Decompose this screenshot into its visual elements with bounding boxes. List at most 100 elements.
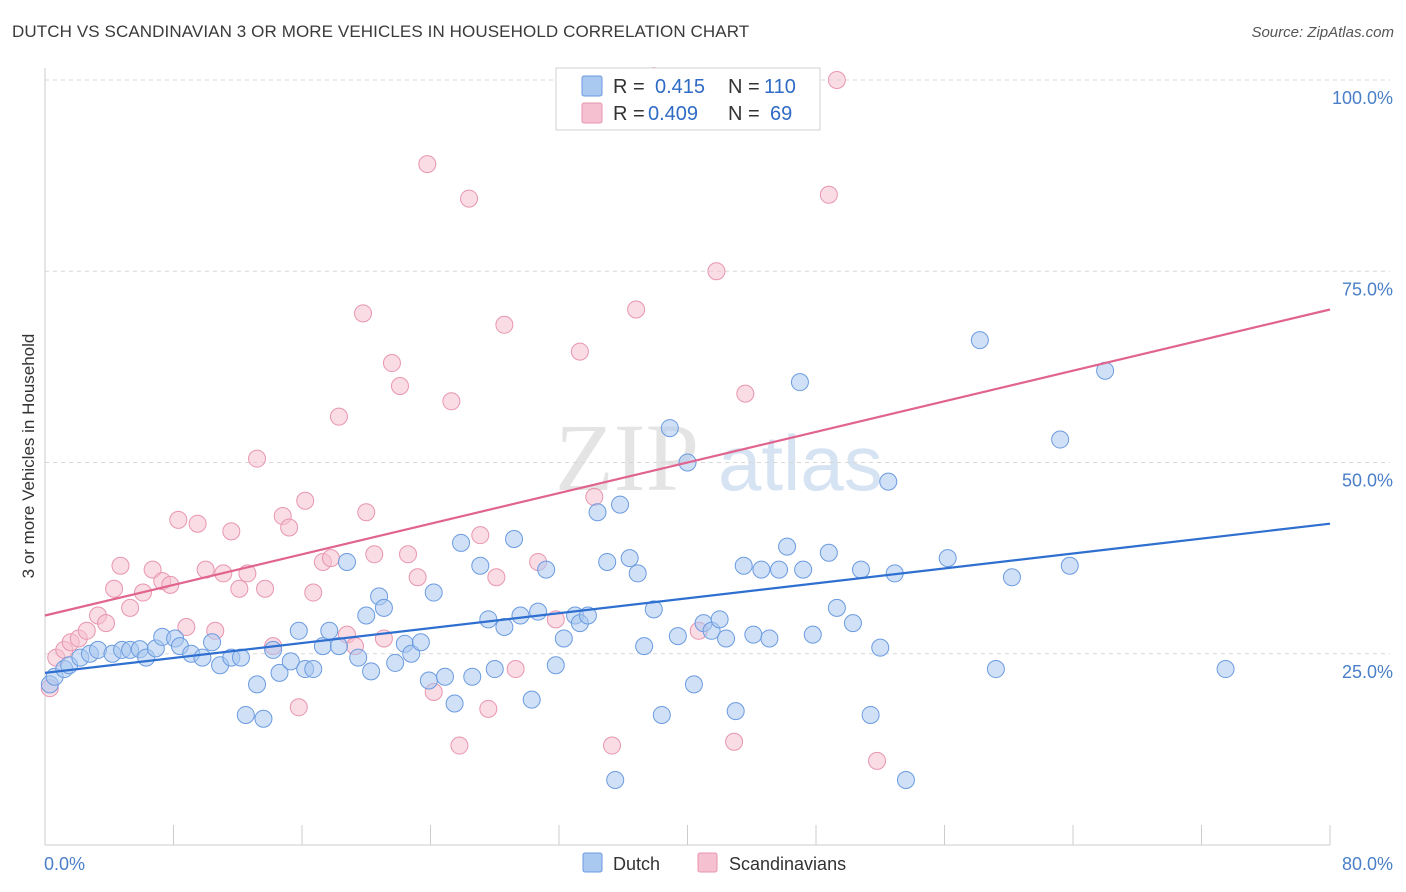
bottom-legend-swatch-dutch — [582, 852, 603, 873]
scandinavians-point — [399, 545, 418, 564]
dutch-point — [896, 770, 915, 789]
scandinavians-point — [357, 503, 376, 522]
dutch-point — [986, 660, 1005, 679]
scandinavians-point — [248, 449, 267, 468]
scandinavians-point — [177, 617, 196, 636]
dutch-point — [598, 552, 617, 571]
dutch-point — [760, 629, 779, 648]
dutch-point — [485, 660, 504, 679]
scandinavians-point — [603, 736, 622, 755]
scandinavians-point — [354, 304, 373, 323]
dutch-point — [411, 633, 430, 652]
dutch-point — [970, 331, 989, 350]
scandinavians-point — [827, 71, 846, 89]
trendlines — [44, 308, 1331, 674]
scandinavians-point — [169, 510, 188, 529]
dutch-point — [452, 533, 471, 552]
dutch-point — [803, 625, 822, 644]
bottom-legend-dutch: Dutch — [613, 854, 660, 874]
dutch-point — [419, 671, 438, 690]
dutch-point — [236, 705, 255, 724]
scandinavians-point — [321, 549, 340, 568]
legend-dutch-n-value: 110 — [764, 76, 796, 98]
y-tick-labels: 25.0% 50.0% 75.0% 100.0% — [1332, 88, 1393, 682]
x-tick-label-max: 80.0% — [1342, 854, 1393, 874]
scandinavians-point — [256, 579, 275, 598]
scandinavians-point — [77, 621, 96, 640]
scandinavians-point — [450, 736, 469, 755]
dutch-point — [270, 663, 289, 682]
dutch-point — [193, 648, 212, 667]
dutch-point — [717, 629, 736, 648]
dutch-point — [479, 610, 498, 629]
dutch-point — [628, 564, 647, 583]
scandinavians-point — [97, 614, 116, 633]
dutch-point — [435, 667, 454, 686]
dutch-points — [40, 331, 1235, 789]
dutch-point — [620, 549, 639, 568]
dutch-point — [511, 606, 530, 625]
scandinavians-point — [418, 155, 437, 174]
dutch-point — [871, 638, 890, 657]
scandinavians-point — [222, 522, 241, 541]
scandinavians-point — [819, 185, 838, 204]
legend-scand-r-label: R = — [613, 103, 645, 125]
dutch-point — [635, 637, 654, 656]
scandinavians-point — [868, 751, 887, 770]
top-legend: R = 0.415 N = 110 R = 0.409 N = 69 — [555, 67, 821, 131]
dutch-point — [1002, 568, 1021, 587]
x-tick-label-min: 0.0% — [44, 854, 85, 874]
dutch-point — [357, 606, 376, 625]
scandinavians-point — [442, 392, 461, 411]
dutch-point — [938, 549, 957, 568]
scandinavians-point — [495, 315, 514, 334]
y-tick-label-100: 100.0% — [1332, 88, 1393, 108]
dutch-point — [611, 495, 630, 514]
scandinavians-point — [304, 583, 323, 602]
bottom-legend-swatch-scandinavians — [697, 852, 718, 873]
dutch-point — [794, 560, 813, 579]
dutch-point — [1051, 430, 1070, 449]
scandinavians-point — [627, 300, 646, 319]
dutch-point — [203, 633, 222, 652]
dutch-point — [851, 560, 870, 579]
dutch-point — [254, 709, 273, 728]
dutch-point — [752, 560, 771, 579]
dutch-point — [710, 610, 729, 629]
watermark-zip: ZIP — [555, 404, 699, 511]
dutch-trendline — [44, 522, 1331, 674]
dutch-point — [861, 705, 880, 724]
legend-scand-n-value: 69 — [770, 103, 792, 125]
legend-dutch-r-value: 0.415 — [655, 76, 705, 98]
scandinavians-point — [382, 354, 401, 373]
legend-dutch-r-label: R = — [613, 76, 645, 98]
dutch-point — [546, 656, 565, 675]
dutch-point — [471, 556, 490, 575]
y-tick-label-75: 75.0% — [1342, 279, 1393, 299]
dutch-point — [744, 625, 763, 644]
source-label: Source: ZipAtlas.com — [1251, 24, 1394, 41]
dutch-point — [819, 543, 838, 562]
scandinavians-point — [390, 377, 409, 395]
dutch-point — [1060, 556, 1079, 575]
legend-swatch-dutch — [581, 75, 603, 97]
dutch-point — [374, 598, 393, 617]
dutch-point — [770, 560, 789, 579]
dutch-point — [349, 648, 368, 667]
dutch-point — [264, 640, 283, 659]
scandinavians-point — [121, 598, 140, 617]
dutch-point — [362, 662, 381, 681]
dutch-point — [843, 614, 862, 633]
scandinavians-point — [570, 342, 589, 361]
scandinavians-point — [707, 262, 726, 281]
bottom-legend: Dutch Scandinavians — [582, 852, 846, 874]
scandinavians-point — [725, 732, 744, 751]
dutch-point — [879, 472, 898, 491]
dutch-point — [337, 552, 356, 571]
scandinavians-points — [40, 67, 887, 770]
dutch-point — [726, 702, 745, 721]
scandinavians-point — [585, 487, 604, 506]
dutch-point — [1216, 660, 1235, 679]
scandinavians-point — [408, 568, 427, 587]
